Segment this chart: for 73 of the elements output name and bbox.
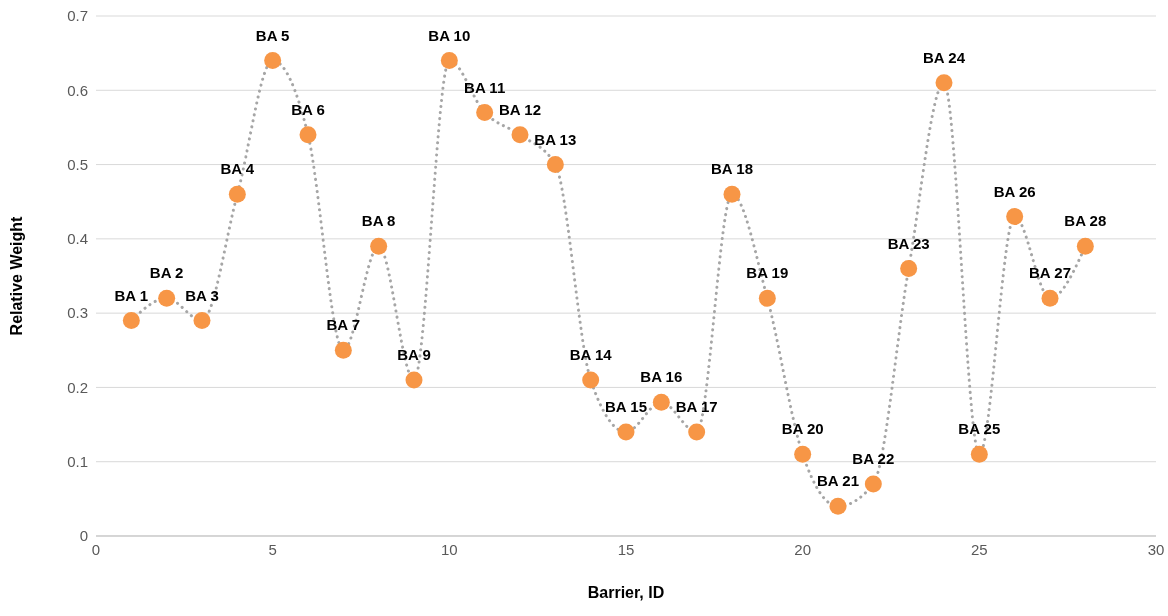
x-tick-label: 10 xyxy=(440,540,458,558)
point xyxy=(299,126,317,144)
x-tick-label: 20 xyxy=(794,540,812,558)
y-tick-label: 0.7 xyxy=(67,7,88,25)
annotation: BA 26 xyxy=(993,182,1036,200)
y-tick-label: 0.6 xyxy=(67,81,88,99)
point xyxy=(476,104,494,122)
point xyxy=(158,289,176,307)
point xyxy=(970,445,988,463)
y-tick-label: 0.5 xyxy=(67,155,88,173)
annotation: BA 3 xyxy=(185,286,219,304)
point xyxy=(405,371,423,389)
annotation: BA 16 xyxy=(640,368,683,386)
point xyxy=(935,74,953,92)
annotation: BA 1 xyxy=(114,286,149,304)
y-tick-label: 0.4 xyxy=(67,230,88,248)
point xyxy=(794,445,812,463)
annotation: BA 21 xyxy=(817,472,859,490)
point xyxy=(228,185,246,203)
point xyxy=(864,475,882,493)
x-tick-label: 25 xyxy=(970,540,988,558)
point xyxy=(582,371,600,389)
point xyxy=(264,52,282,70)
y-axis-title: Relative Weight xyxy=(7,215,25,336)
point xyxy=(193,312,211,330)
x-tick-label: 5 xyxy=(268,540,277,558)
annotation: BA 10 xyxy=(428,26,471,44)
point xyxy=(1041,289,1059,307)
annotation: BA 15 xyxy=(605,398,647,415)
x-tick-label: 0 xyxy=(91,540,101,558)
annotation: BA 25 xyxy=(958,420,1001,438)
annotation: BA 23 xyxy=(887,234,930,252)
point xyxy=(723,185,741,203)
annotation: BA 27 xyxy=(1029,264,1071,282)
annotation: BA 28 xyxy=(1064,212,1107,230)
y-tick-label: 0.3 xyxy=(67,304,88,322)
point xyxy=(546,156,564,174)
annotation: BA 9 xyxy=(397,346,431,363)
annotation: BA 24 xyxy=(923,48,966,66)
annotation: BA 18 xyxy=(711,160,753,178)
x-axis-title: Barrier, ID xyxy=(587,584,665,601)
annotation: BA 6 xyxy=(291,100,325,118)
point xyxy=(829,497,847,515)
annotation: BA 5 xyxy=(255,26,290,44)
point xyxy=(758,289,776,307)
point xyxy=(1006,208,1024,226)
y-tick-label: 0.1 xyxy=(67,453,88,471)
annotation: BA 11 xyxy=(464,78,506,96)
annotation: BA 17 xyxy=(675,398,718,415)
point xyxy=(370,237,388,255)
point xyxy=(688,423,706,441)
annotation: BA 14 xyxy=(569,346,613,363)
x-tick-label: 15 xyxy=(617,540,635,558)
annotation: BA 7 xyxy=(326,316,361,334)
y-tick-label: 0.2 xyxy=(67,378,88,396)
point xyxy=(122,312,140,330)
point xyxy=(440,52,458,70)
point xyxy=(334,341,352,359)
y-tick-label: 0 xyxy=(79,527,88,545)
point xyxy=(617,423,635,441)
annotation: BA 22 xyxy=(852,450,895,467)
annotation: BA 19 xyxy=(746,264,789,282)
annotation: BA 2 xyxy=(149,264,184,282)
point xyxy=(652,393,670,411)
annotation: BA 8 xyxy=(361,212,396,230)
annotation: BA 12 xyxy=(499,100,541,118)
x-tick-label: 30 xyxy=(1147,540,1165,558)
annotation: BA 13 xyxy=(534,130,577,148)
annotation: BA 4 xyxy=(220,160,255,178)
point xyxy=(1076,237,1094,255)
annotation: BA 20 xyxy=(781,420,824,438)
point xyxy=(900,260,918,278)
point xyxy=(511,126,529,144)
